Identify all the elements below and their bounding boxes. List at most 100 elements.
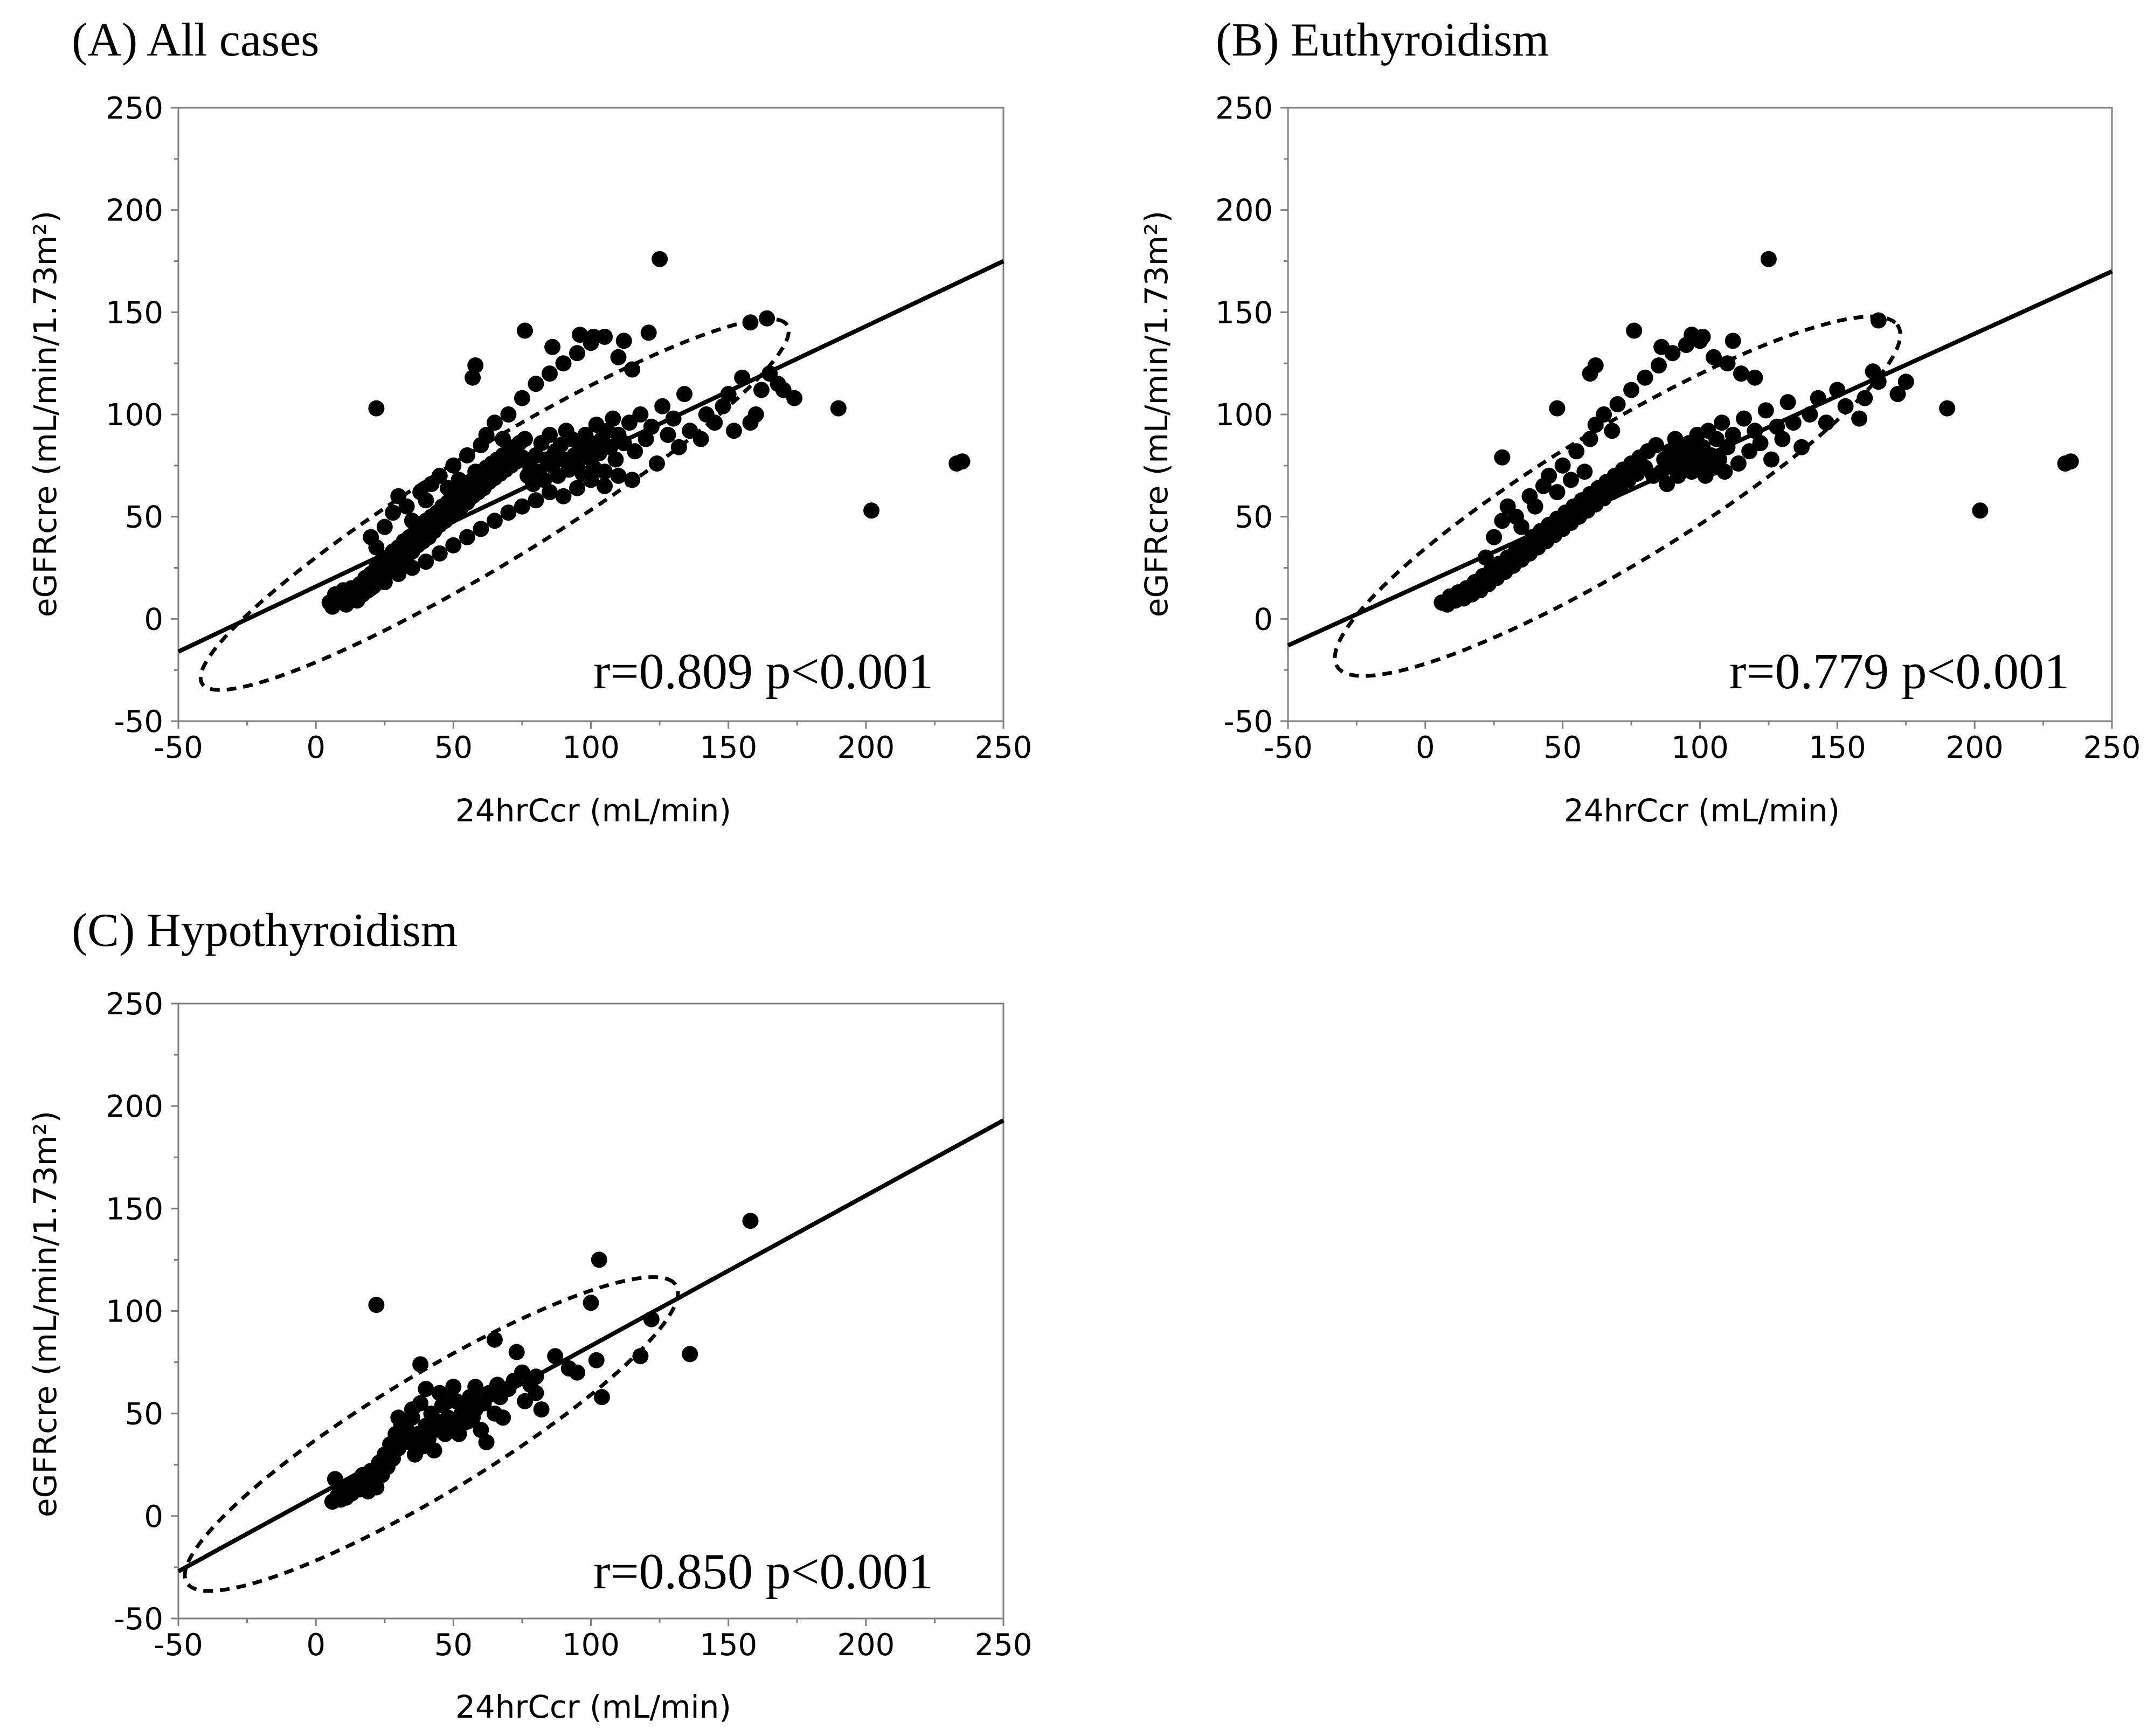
panel-b-data-point — [1972, 502, 1989, 519]
panel-b-data-point — [2062, 453, 2079, 470]
panel-b-data-point — [1659, 476, 1675, 492]
panel-a-y-axis-label: eGFRcre (mL/min/1.73m²) — [27, 211, 64, 617]
panel-a-data-point — [585, 328, 602, 345]
panel-b-data-point — [1554, 457, 1571, 474]
panel-a-data-point — [569, 345, 585, 362]
panel-a-data-point — [418, 492, 434, 509]
panel-a-x-tick-label: 200 — [837, 730, 895, 765]
panel-a-data-point — [621, 414, 638, 431]
panel-c-data-point — [508, 1344, 525, 1360]
panel-a-data-point — [759, 310, 775, 327]
panel-c-y-axis-label: eGFRcre (mL/min/1.73m²) — [27, 1111, 64, 1517]
panel-a-data-point — [638, 431, 654, 447]
panel-c-confidence-ellipse — [183, 1275, 680, 1593]
panel-a-x-tick-label: 50 — [434, 730, 473, 765]
panel-c-data-point — [451, 1426, 467, 1442]
panel-c-data-point — [368, 1297, 385, 1313]
panel-b-data-point — [1733, 365, 1749, 382]
panel-a-data-point — [597, 464, 613, 480]
panel-c-data-point — [440, 1393, 456, 1409]
panel-a-data-point — [478, 426, 495, 443]
panel-b-data-point — [1747, 369, 1763, 386]
panel-a-data-point — [495, 431, 511, 447]
panel-c-data-point — [412, 1356, 429, 1373]
panel-a-data-point — [500, 504, 517, 521]
panel-a-data-point — [715, 398, 731, 414]
panel-b-data-point — [1760, 251, 1777, 267]
panel-b-data-point — [1541, 467, 1557, 484]
panel-b-y-tick-label: 250 — [1215, 91, 1273, 126]
panel-c-data-point — [445, 1379, 462, 1395]
panel-a-x-tick-label: 150 — [699, 730, 757, 765]
panel-c-data-point — [682, 1346, 698, 1362]
panel-b-data-point — [1736, 410, 1752, 427]
panel-c-data-point — [495, 1409, 511, 1426]
panel-c-x-tick-label: -50 — [154, 1628, 203, 1663]
panel-c-x-axis-label: 24hrCcr (mL/min) — [455, 1689, 731, 1725]
panel-c-data-point — [368, 1479, 385, 1496]
panel-a-data-point — [431, 467, 448, 484]
panel-c-data-point — [533, 1401, 550, 1418]
panel-a-y-tick-label: -50 — [114, 704, 163, 739]
panel-b-x-axis-label: 24hrCcr (mL/min) — [1564, 792, 1840, 829]
panel-b: (B) Euthyroidism r=0.779 p<0.001 24hrCcr… — [1138, 14, 2141, 829]
panel-b-y-tick-label: 150 — [1215, 295, 1273, 330]
panel-a-data-point — [486, 513, 503, 529]
panel-c: (C) Hypothyroidism r=0.850 p<0.001 24hrC… — [27, 904, 1032, 1725]
panel-a-data-point — [725, 423, 742, 439]
panel-a-data-point — [610, 467, 627, 484]
panel-c-data-point — [390, 1409, 407, 1426]
panel-a-y-tick-label: 0 — [144, 602, 163, 637]
panel-a-data-point — [542, 426, 558, 443]
panel-c-data-point — [742, 1213, 759, 1229]
panel-b-data-point — [1763, 451, 1779, 468]
panel-a-data-point — [376, 518, 393, 535]
panel-b-y-tick-label: 200 — [1215, 193, 1273, 229]
panel-c-data-point — [473, 1422, 489, 1438]
panel-c-data-point — [588, 1352, 605, 1368]
panel-b-data-point — [1609, 396, 1626, 412]
panel-a-data-point — [954, 453, 971, 470]
panel-b-data-point — [1596, 406, 1612, 423]
panel-c-data-point — [547, 1348, 564, 1365]
panel-a-title: (A) All cases — [72, 14, 319, 66]
panel-b-data-point — [1604, 423, 1620, 439]
panel-a-regression-line — [177, 259, 1005, 654]
panel-a-data-point — [670, 439, 687, 455]
panel-a-x-tick-label: -50 — [154, 730, 203, 765]
panel-b-x-tick-label: 0 — [1416, 730, 1435, 765]
panel-a-data-point — [707, 414, 723, 431]
panel-a-data-point — [555, 355, 572, 372]
panel-b-data-point — [1741, 443, 1758, 460]
panel-b-data-point — [1637, 369, 1653, 386]
panel-a-data-point — [440, 480, 456, 496]
panel-b-data-point — [1719, 355, 1736, 372]
panel-c-y-tick-label: 50 — [125, 1397, 163, 1432]
panel-c-x-tick-label: 100 — [562, 1628, 620, 1663]
panel-a-data-point — [451, 472, 467, 488]
panel-a-data-point — [572, 327, 588, 343]
panel-b-data-point — [1494, 513, 1511, 529]
panel-b-data-point — [1757, 402, 1774, 419]
panel-a-data-point — [514, 498, 530, 515]
panel-c-correlation-text: r=0.850 p<0.001 — [593, 1544, 933, 1600]
panel-a-y-tick-label: 50 — [125, 500, 163, 535]
panel-a-x-axis-label: 24hrCcr (mL/min) — [455, 792, 731, 829]
panel-c-data-point — [486, 1331, 503, 1348]
panel-b-data-point — [1730, 455, 1747, 472]
panel-b-data-point — [1694, 328, 1711, 345]
panel-a-data-point — [830, 400, 847, 417]
panel-c-x-tick-label: 150 — [699, 1628, 757, 1663]
panel-c-y-tick-label: 0 — [144, 1499, 163, 1534]
panel-b-x-tick-label: 250 — [2083, 730, 2141, 765]
panel-c-x-tick-label: 250 — [975, 1628, 1033, 1663]
panel-c-data-point — [593, 1389, 610, 1406]
panel-b-data-point — [1587, 357, 1604, 374]
panel-b-data-point — [1576, 464, 1593, 480]
panel-a-data-point — [607, 451, 624, 468]
panel-c-regression-line — [177, 1118, 1005, 1574]
panel-a-x-tick-label: 0 — [306, 730, 325, 765]
panel-a-data-point — [376, 574, 393, 591]
panel-a-data-point — [649, 455, 665, 472]
